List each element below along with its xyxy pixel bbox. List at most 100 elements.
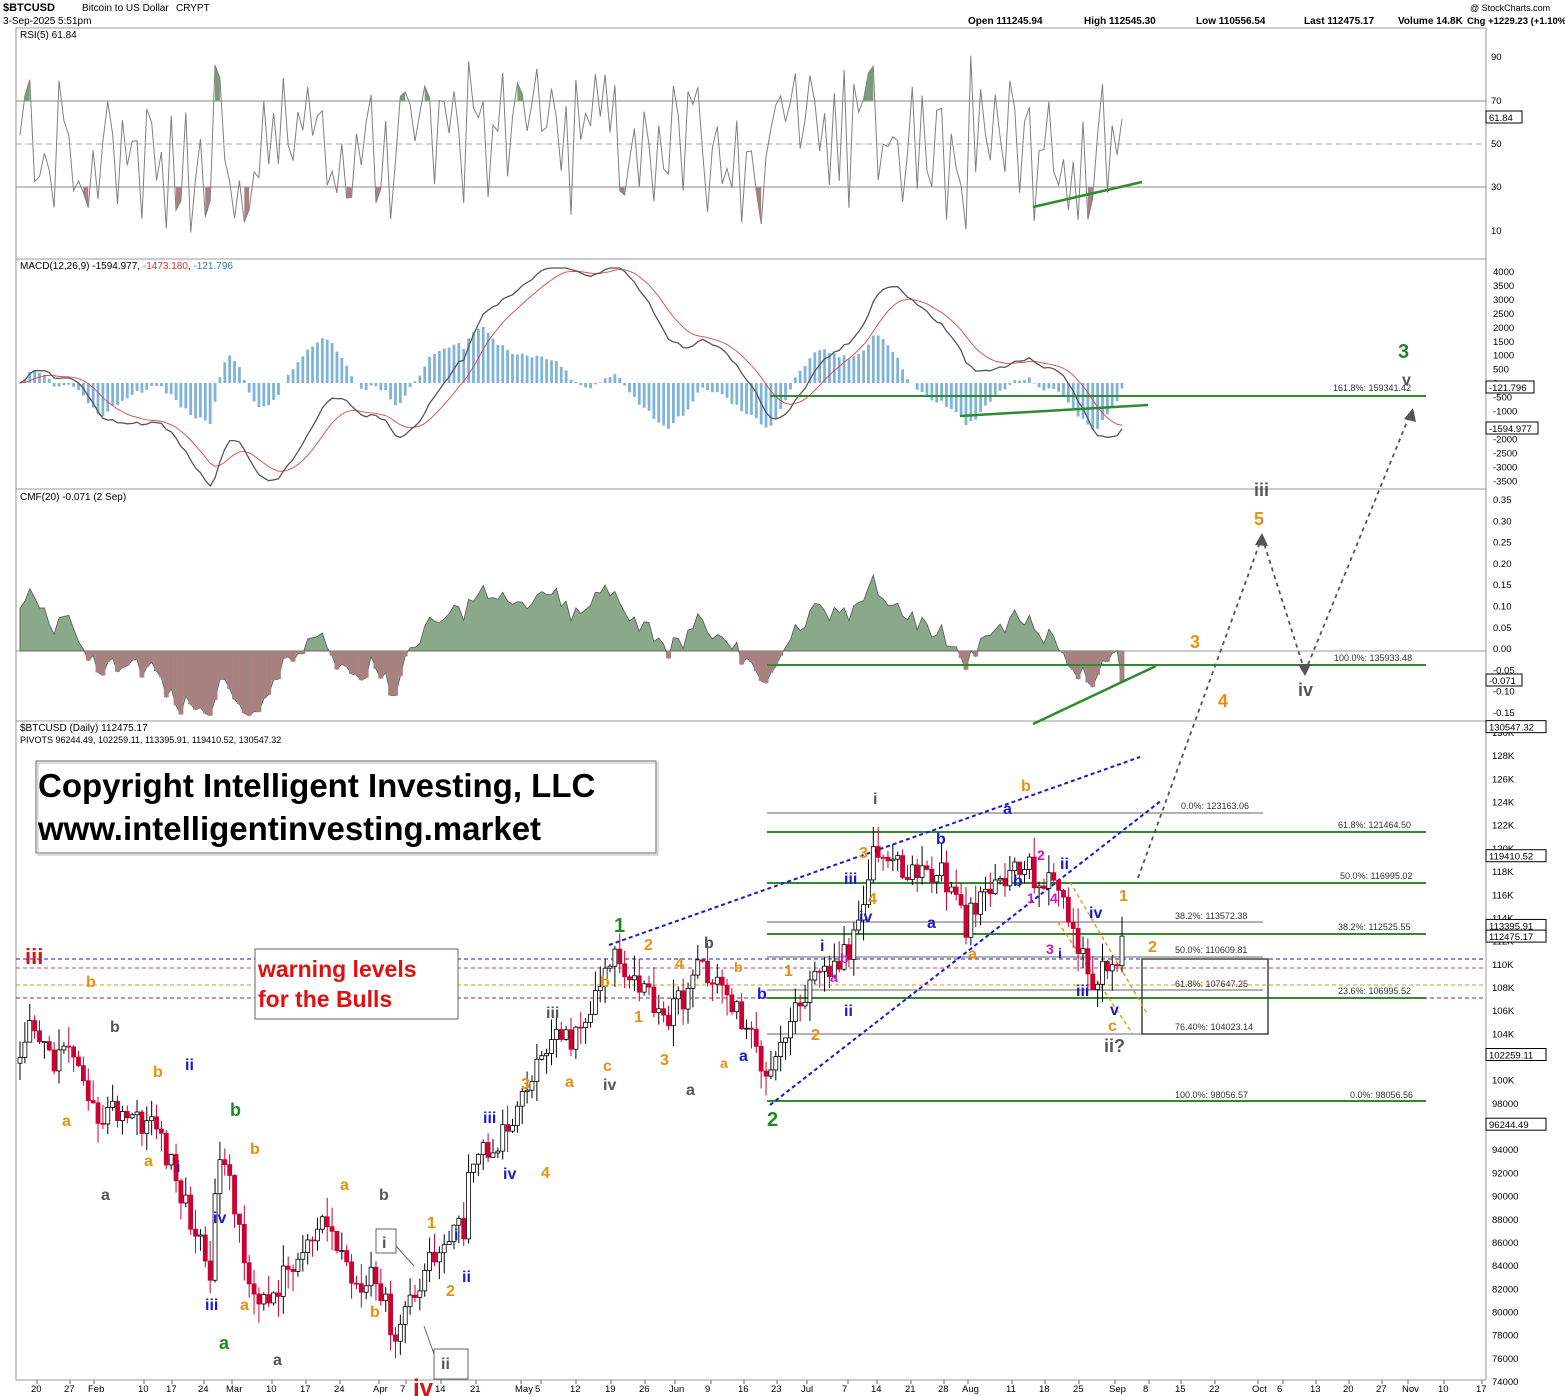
macd-hist-bar	[418, 375, 422, 383]
last-value: Last 112475.17	[1304, 16, 1374, 27]
candle-body	[714, 976, 720, 985]
candle-body	[700, 959, 706, 962]
candle-body	[797, 1002, 803, 1007]
candle-body	[524, 1089, 530, 1092]
wave-label: ii	[185, 1057, 194, 1074]
wave-label: 1	[1119, 888, 1128, 905]
cmf-negative-bar	[1085, 651, 1091, 683]
candle-body	[617, 948, 623, 965]
x-tick-label: Aug	[962, 1384, 979, 1395]
rsi-overbought-fill	[400, 92, 406, 101]
rsi-line	[19, 55, 1123, 233]
candle-body	[822, 965, 827, 972]
wave-label: 3	[859, 845, 868, 862]
chart-header: $BTCUSD Bitcoin to US Dollar CRYPT 3-Sep…	[3, 2, 1565, 27]
candle-body	[1080, 948, 1086, 954]
cmf-negative-bar	[963, 651, 969, 670]
candle-body	[237, 1213, 242, 1225]
candle-body	[1022, 869, 1027, 875]
candle-body	[987, 888, 993, 895]
wave-label: iv	[859, 909, 872, 926]
cmf-negative-bar	[227, 651, 233, 689]
macd-hist-bar	[286, 374, 290, 383]
x-tick-label: 27	[64, 1384, 75, 1395]
candle-body	[471, 1163, 476, 1173]
cmf-negative-bar	[100, 651, 106, 676]
price-tick-label: 86000	[1492, 1238, 1518, 1249]
candle-body	[680, 990, 686, 1010]
candle-body	[1075, 928, 1081, 954]
macd-hist-bar	[140, 383, 144, 393]
change-value: Chg +1229.23 (+1.10%)	[1467, 16, 1565, 27]
candle-body	[758, 1045, 764, 1072]
price-tick-label: 114K	[1492, 913, 1514, 924]
cmf-negative-bar	[256, 651, 262, 712]
macd-hist-bar	[223, 362, 227, 383]
macd-hist-bar	[62, 383, 66, 386]
wave-label: ii	[462, 1269, 471, 1286]
candle-body	[636, 975, 642, 993]
wave-label: b	[840, 950, 849, 966]
candle-body	[1017, 861, 1023, 875]
candle-body	[783, 1037, 788, 1043]
candle-body	[154, 1116, 159, 1130]
wave-label: iii	[844, 871, 857, 888]
macd-hist-bar	[18, 383, 22, 384]
callout-i-box	[375, 1228, 397, 1254]
macd-hist-bar	[920, 383, 924, 393]
candle-body	[646, 983, 652, 988]
candle-body	[744, 1027, 749, 1030]
rsi-tick: 90	[1491, 52, 1502, 63]
projection-up-1	[1137, 536, 1263, 879]
macd-value-tag	[1485, 421, 1539, 435]
cmf-negative-bar	[124, 651, 130, 666]
macd-hist-bar	[998, 383, 1002, 391]
wave-label: b	[370, 1304, 380, 1321]
cmf-negative-bar	[90, 651, 96, 656]
candle-body	[105, 1107, 111, 1125]
cmf-negative-bar	[168, 651, 174, 689]
cmf-negative-bar	[144, 651, 150, 668]
cmf-negative-bar	[280, 651, 286, 659]
cmf-negative-bar	[193, 651, 198, 710]
arrow-head-3	[1404, 408, 1416, 422]
cmf-negative-bar	[1090, 651, 1096, 687]
candle-body	[32, 1020, 38, 1032]
candle-body	[373, 1266, 379, 1285]
candle-body	[349, 1261, 354, 1284]
candle-body	[948, 886, 954, 893]
cmf-negative-bar	[236, 651, 242, 705]
macd-hist-bar	[169, 383, 173, 395]
macd-hist-bar	[1091, 383, 1095, 430]
candle-body	[173, 1154, 179, 1182]
candle-body	[427, 1252, 432, 1271]
macd-hist-bar	[632, 383, 636, 397]
x-tick-label: 15	[1175, 1384, 1186, 1395]
macd-signal-line	[19, 268, 1123, 472]
macd-hist-bar	[101, 383, 105, 417]
macd-hist-bar	[886, 345, 890, 383]
candle-body	[1051, 872, 1057, 881]
macd-hist-bar	[160, 383, 163, 387]
candle-body	[817, 970, 823, 973]
candle-body	[1100, 960, 1105, 985]
wave-label: c	[1108, 1018, 1117, 1035]
macd-hist-bar	[1086, 383, 1090, 425]
macd-hist-bar	[374, 383, 378, 387]
candle-body	[753, 1028, 759, 1047]
x-tick-label: Apr	[373, 1384, 388, 1395]
copyright-shadow	[37, 762, 659, 856]
candle-body	[934, 875, 940, 883]
cmf-negative-bar	[666, 651, 671, 659]
price-tick-label: 76000	[1492, 1354, 1518, 1365]
candle-body	[919, 865, 925, 878]
exchange: CRYPT	[176, 3, 210, 14]
cmf-negative-bar	[373, 651, 379, 670]
fib-gray-lines	[767, 812, 1263, 1035]
macd-hist-bar	[676, 383, 680, 417]
wave-label: b	[153, 1064, 163, 1081]
macd-hist-bar	[579, 383, 583, 386]
candle-body	[144, 1120, 150, 1134]
macd-hist-bar	[155, 383, 158, 386]
